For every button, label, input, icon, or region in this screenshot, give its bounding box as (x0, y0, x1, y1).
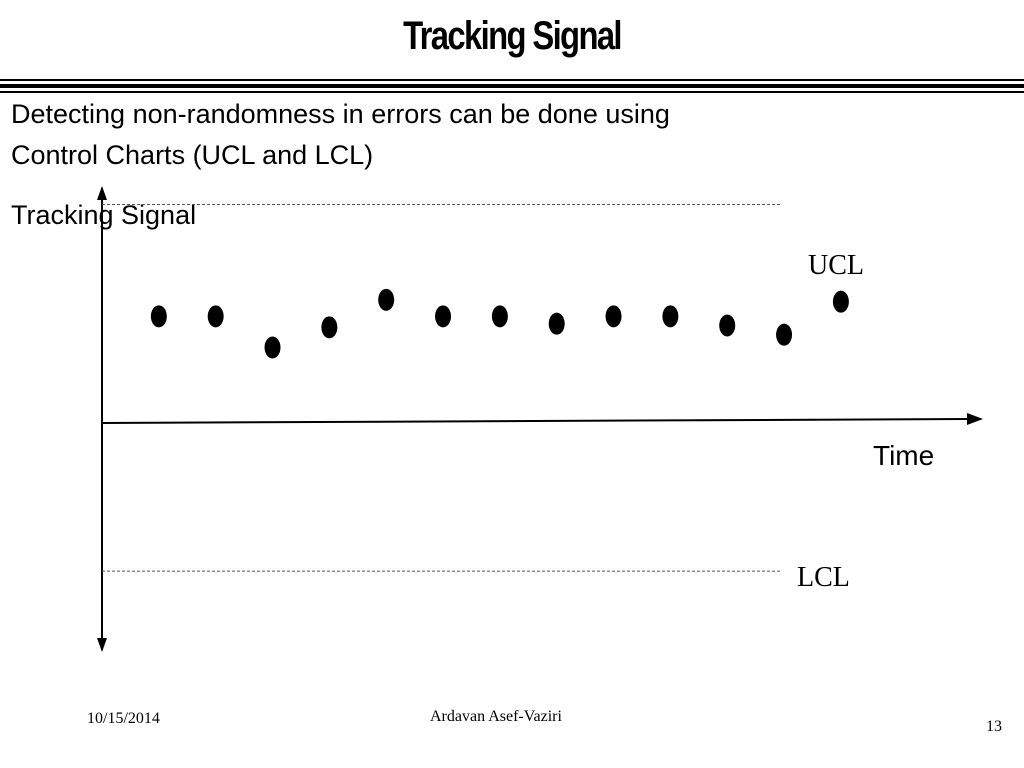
page-number: 13 (986, 718, 1002, 735)
data-point (832, 290, 849, 313)
body-text-line-2: Control Charts (UCL and LCL) (11, 140, 374, 170)
x-axis (101, 418, 971, 424)
data-point (264, 336, 281, 359)
data-point (378, 288, 395, 311)
data-points (150, 288, 849, 359)
footer-author: Ardavan Asef-Vaziri (430, 708, 562, 725)
x-axis-arrow (967, 413, 983, 425)
ucl-label: UCL (808, 250, 864, 281)
lcl-label: LCL (797, 562, 850, 593)
data-point (605, 305, 622, 328)
data-point (150, 305, 167, 328)
y-axis-arrow-top (97, 186, 107, 200)
data-point (776, 323, 793, 346)
data-point (491, 305, 508, 328)
data-point (662, 305, 679, 328)
y-axis-arrow-bottom (97, 638, 107, 652)
title-rule-thick (0, 84, 1024, 88)
data-point (207, 305, 224, 328)
slide-title: Tracking Signal (403, 14, 622, 58)
footer-date: 10/15/2014 (87, 710, 160, 727)
data-point (321, 316, 338, 339)
title-rule-top (0, 79, 1024, 81)
data-point (548, 312, 565, 335)
body-text-line-1: Detecting non-randomness in errors can b… (11, 99, 670, 129)
x-axis-label: Time (873, 440, 934, 471)
data-point (435, 305, 452, 328)
title-rule-bottom (0, 91, 1024, 93)
data-point (719, 314, 736, 337)
